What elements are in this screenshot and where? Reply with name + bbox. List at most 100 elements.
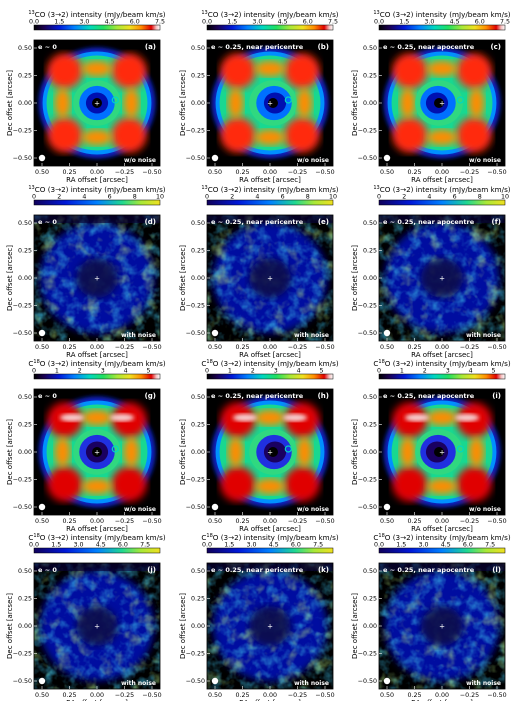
colorbar [206,373,334,380]
y-tick-label: 0.25 [18,422,32,429]
colorbar [378,373,506,380]
colorbar-tick-label: 4.5 [105,19,115,26]
colorbar [33,373,161,380]
y-tick-label: 0.50 [191,394,205,401]
beam-ellipse [38,503,46,511]
colorbar-tick-label: 4.5 [450,19,460,26]
colorbar [378,199,506,206]
y-tick-label: −0.25 [13,651,32,658]
colorbar-tick-label: 1 [55,368,59,375]
colorbar-tick-label: 10 [501,194,509,201]
noise-label: w/o noise [469,506,501,513]
colorbar-title: 13CO (3→2) intensity (mJy/beam km/s) [201,10,338,19]
colorbar-title-element: C [373,359,378,368]
y-tick-label: 0.25 [363,248,377,255]
colorbar-title: 13CO (3→2) intensity (mJy/beam km/s) [28,185,165,194]
panel-k: C18O (3→2) intensity (mJy/beam km/s)0.0 1… [179,533,339,701]
y-tick-label: 0.00 [363,100,377,107]
colorbar-title-element: C [201,359,206,368]
panel-i: C18O (3→2) intensity (mJy/beam km/s)0 1 2 3… [351,359,511,533]
emission-arc [296,436,313,468]
colorbar-title-main: CO (3→2) intensity (mJy/beam km/s) [380,10,511,19]
x-tick-label: 0.00 [435,692,449,699]
emission-arc [426,60,458,77]
y-tick-label: 0.50 [363,394,377,401]
intensity-map: + [34,563,160,689]
colorbar-title: C18O (3→2) intensity (mJy/beam km/s) [201,533,338,542]
star-marker: + [439,275,445,283]
intensity-map: + [379,389,505,515]
noise-label: with noise [121,332,156,339]
emission-lobe [456,53,492,89]
colorbar-tick-label: 4.5 [96,542,106,549]
intensity-map: + [34,389,160,515]
colorbar [33,24,161,31]
emission-arc [81,478,113,495]
colorbar-tick-label: 6 [281,194,285,201]
x-tick-label: 0.50 [35,344,49,351]
y-tick-label: 0.25 [191,596,205,603]
panel-letter-label: (a) [145,43,156,51]
x-tick-label: 0.50 [380,169,394,176]
y-tick-label: 0.00 [191,275,205,282]
colorbar-tick-label: 2 [251,368,255,375]
colorbar-tick-label: 4 [124,368,128,375]
y-axis-label: Dec offset [arcsec] [179,593,187,659]
colorbar-tick-label: 0 [32,194,36,201]
emission-arc [227,436,244,468]
noise-label: w/o noise [297,157,329,164]
colorbar-title-element: C [201,533,206,542]
colorbar-title: C18O (3→2) intensity (mJy/beam km/s) [373,533,510,542]
beam-ellipse [38,154,46,162]
colorbar-title-main: O (3→2) intensity (mJy/beam km/s) [213,533,339,542]
colorbar-tick-label: 10 [329,194,337,201]
y-axis-label: Dec offset [arcsec] [179,419,187,485]
noise-edge [379,563,505,571]
panel-letter-label: (k) [318,566,329,574]
x-tick-label: 0.00 [263,518,277,525]
emission-lobe [111,53,147,89]
colorbar-title-main: O (3→2) intensity (mJy/beam km/s) [385,359,511,368]
panel-j: C18O (3→2) intensity (mJy/beam km/s)0.0 1… [6,533,166,701]
colorbar-tick-label: 3 [446,368,450,375]
eccentricity-label: e ~ 0 [38,43,57,51]
colorbar-tick-label: 8 [306,194,310,201]
y-tick-label: 0.50 [191,220,205,227]
noise-edge [34,215,160,223]
colorbar-tick-label: 0 [205,368,209,375]
y-tick-label: 0.25 [191,422,205,429]
colorbar-tick-label: 4 [297,368,301,375]
colorbar-tick-label: 6.0 [130,19,140,26]
emission-arc [399,436,416,468]
planet-marker [111,445,119,453]
noise-cavity [248,258,292,298]
x-axis-label: RA offset [arcsec] [411,699,473,701]
emission-lobe [284,117,320,153]
emission-arc [296,87,313,119]
y-tick-label: 0.00 [363,623,377,630]
emission-arc [81,409,113,426]
y-tick-label: 0.50 [363,220,377,227]
noise-edge [207,563,333,571]
y-axis-label: Dec offset [arcsec] [351,419,359,485]
y-tick-label: 0.00 [18,100,32,107]
panel-letter-label: (d) [145,218,156,226]
x-tick-label: −0.25 [115,169,134,176]
isotope-mass: 13 [373,10,379,16]
emission-lobe [47,117,83,153]
emission-lobe [220,53,256,89]
planet-marker [456,445,464,453]
noise-cavity [75,606,119,646]
planet-marker [284,445,292,453]
x-tick-label: 0.25 [62,169,76,176]
x-tick-label: −0.50 [315,692,334,699]
eccentricity-label: e ~ 0 [38,218,57,226]
colorbar-title: 13CO (3→2) intensity (mJy/beam km/s) [201,185,338,194]
y-tick-label: 0.00 [18,623,32,630]
panel-letter-label: (f) [492,218,501,226]
colorbar-tick-label: 1 [228,368,232,375]
central-hole [434,447,444,457]
x-tick-label: 0.00 [263,344,277,351]
y-tick-label: 0.50 [363,45,377,52]
y-axis-label: Dec offset [arcsec] [6,245,14,311]
